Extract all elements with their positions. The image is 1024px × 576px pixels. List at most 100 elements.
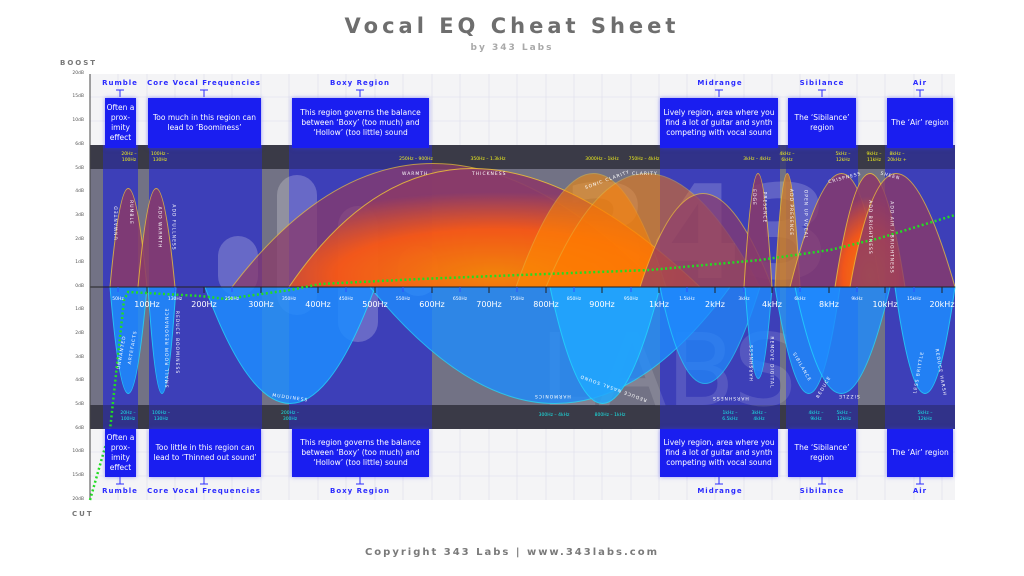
freq-minor-label: 6kHz (794, 297, 806, 302)
y-label: 5dB (75, 166, 84, 171)
freq-label: 20kHz (929, 300, 955, 309)
freq-label: 200Hz (191, 300, 217, 309)
freq-label: 600Hz (419, 300, 445, 309)
cut-note-rumble: Often a prox-imity effect (105, 429, 136, 477)
boost-range-label: 8kHz – 20kHz + (887, 152, 907, 163)
freq-minor-label: 350Hz (281, 297, 297, 302)
page-subtitle: by 343 Labs (470, 43, 554, 53)
boost-range-label: 4kHz – 6kHz (779, 152, 795, 163)
region-title-midrange-bottom: Midrange (697, 487, 743, 495)
y-label: 2dB (75, 331, 84, 336)
cut-note-boxy: This region governs the balance between … (292, 429, 429, 477)
region-title-air-bottom: Air (912, 487, 928, 495)
cut-range-label: 100Hz – 130Hz (151, 411, 170, 422)
region-title-air: Air (912, 79, 928, 87)
boost-effect-label: RUMBLE (127, 200, 133, 225)
y-label: 6dB (75, 426, 84, 431)
y-label: 15dB (72, 473, 84, 478)
cut-note-sibilance: The ‘Sibilance’ region (788, 429, 856, 477)
boost-effect-label: ADD WARMTH (156, 206, 162, 249)
y-label: 1dB (75, 260, 84, 265)
freq-minor-label: 550Hz (395, 297, 411, 302)
freq-minor-label: 750Hz (509, 297, 525, 302)
region-title-boxy-bottom: Boxy Region (330, 487, 390, 495)
freq-label: 500Hz (362, 300, 388, 309)
page-title: Vocal EQ Cheat Sheet (344, 14, 680, 38)
y-label: 20dB (72, 497, 84, 502)
boost-effect-label: ADD AIR / BRIGHTNESS (888, 201, 894, 274)
region-title-rumble-bottom: Rumble (102, 487, 138, 495)
cut-effect-label: HARSHNESS (749, 344, 755, 381)
region-title-core-vocal: Core Vocal Frequencies (147, 79, 261, 87)
freq-label: 4kHz (762, 300, 782, 309)
cut-note-air: The ‘Air’ region (887, 429, 953, 477)
y-label: 2dB (75, 237, 84, 242)
boost-effect-label: OPEN UP VOCAL (802, 189, 808, 240)
boost-range-label: 5kHz – 12kHz (835, 152, 851, 163)
region-title-rumble: Rumble (102, 79, 138, 87)
cut-range-label: 300Hz – 4kHz (538, 413, 570, 418)
freq-label: 900Hz (589, 300, 615, 309)
cut-range-label: 4kHz – 9kHz (808, 411, 824, 422)
y-label: 10dB (72, 118, 84, 123)
boost-note-midrange: Lively region, area where you find a lot… (660, 98, 778, 148)
freq-minor-label: 9kHz (851, 297, 863, 302)
freq-minor-label: 650Hz (452, 297, 468, 302)
freq-label: 10kHz (872, 300, 898, 309)
boost-effect-label: PRESENCE (761, 191, 767, 224)
boost-range-label: 350Hz – 1.3kHz (470, 157, 506, 162)
region-title-core-vocal-bottom: Core Vocal Frequencies (147, 487, 261, 495)
boost-effect-label: EDGE (750, 189, 756, 206)
cut-effect-label: SMALL ROOM RESONANCE (165, 307, 171, 388)
boost-range-label: 250Hz – 900Hz (399, 157, 433, 162)
y-label: 5dB (75, 402, 84, 407)
y-label: 4dB (75, 189, 84, 194)
cut-range-label: 3kHz – 4kHz (751, 411, 767, 422)
cut-note-core-vocal: Too little in this region can lead to ‘T… (149, 429, 261, 477)
boost-effect-label: UNWANTED (114, 205, 120, 240)
boost-range-label: 750Hz – 4kHz (628, 157, 660, 162)
freq-label: 400Hz (305, 300, 331, 309)
boost-range-label: 100Hz – 130Hz (150, 152, 169, 163)
y-label: 4dB (75, 378, 84, 383)
y-label: 3dB (75, 213, 84, 218)
cut-range-label: 1kHz – 6.5kHz (722, 411, 738, 422)
boost-effect-label: ADD BRIGHTNESS (866, 200, 872, 255)
cut-range-label: 20Hz – 100Hz (120, 411, 136, 422)
freq-minor-label: 950Hz (623, 297, 639, 302)
cut-effect-label: REDUCE BOOMINESS (174, 310, 180, 375)
cut-range-label: 200Hz – 300Hz (280, 411, 299, 422)
region-title-sibilance: Sibilance (799, 79, 845, 87)
y-label: 3dB (75, 355, 84, 360)
boost-range-label: 3000Hz – 1kHz (585, 157, 619, 162)
boost-note-rumble: Often a prox-imity effect (105, 98, 136, 148)
cut-effect-label: HARMONICS (534, 393, 571, 398)
freq-label: 100Hz (134, 300, 160, 309)
freq-label: 800Hz (533, 300, 559, 309)
freq-label: 1kHz (649, 300, 669, 309)
cut-range-label: 5kHz – 12kHz (917, 411, 933, 422)
cut-effect-label: REMOVE DIGITAL (768, 336, 774, 389)
cut-effect-label: HARSHNESS (712, 395, 749, 400)
boost-range-label: 9kHz – 11kHz (866, 152, 882, 163)
region-title-boxy: Boxy Region (330, 79, 390, 87)
cut-effect-label: SIZZLE (838, 393, 860, 398)
boost-effect-label: ADD PRESENCE (788, 188, 794, 237)
boost-axis-label: BOOST (60, 59, 98, 67)
region-title-midrange: Midrange (697, 79, 743, 87)
y-label: 6dB (75, 142, 84, 147)
cut-note-midrange: Lively region, area where you find a lot… (660, 429, 778, 477)
cut-range-label: 5kHz – 12kHz (836, 411, 852, 422)
cut-range-label: 800Hz – 1kHz (594, 413, 626, 418)
y-label: 15dB (72, 94, 84, 99)
freq-label: 700Hz (476, 300, 502, 309)
boost-effect-label: THICKNESS (472, 172, 507, 177)
boost-effect-label: ADD FULLNESS (170, 204, 176, 251)
boost-note-core-vocal: Too much in this region can lead to ‘Boo… (148, 98, 261, 148)
boost-range-label: 3kHz – 4kHz (743, 157, 771, 162)
freq-minor-label: 3kHz (738, 297, 750, 302)
boost-range-label: 20Hz – 100Hz (121, 152, 137, 163)
freq-minor-label: 850Hz (566, 297, 582, 302)
y-label: 1dB (75, 307, 84, 312)
